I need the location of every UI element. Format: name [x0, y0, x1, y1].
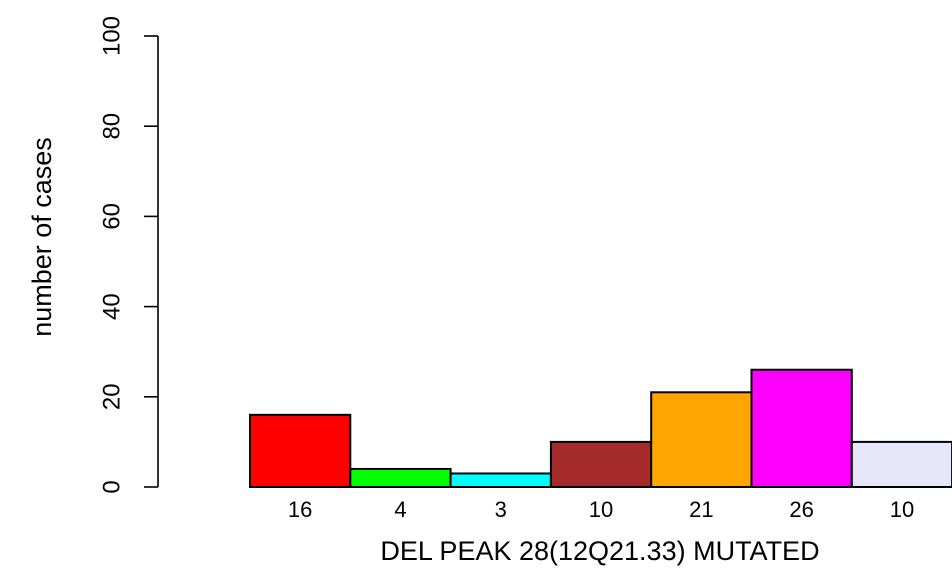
y-tick-label: 40	[99, 293, 126, 320]
y-ticks: 0 20 40 60 80 100	[99, 16, 158, 494]
bar	[249, 413, 352, 488]
bar-value-label: 3	[495, 497, 507, 522]
y-tick-label: 80	[99, 113, 126, 140]
y-tick-label: 100	[99, 16, 126, 56]
bar-value-label: 26	[789, 497, 813, 522]
bar	[650, 391, 753, 489]
bar	[549, 440, 653, 488]
bar-labels: 16 4 3 10 21 26 10	[288, 497, 914, 522]
y-tick-label: 60	[99, 203, 126, 230]
y-tick-label: 0	[99, 480, 126, 493]
y-axis: 0 20 40 60 80 100	[99, 16, 159, 494]
bars	[249, 368, 952, 489]
bar	[349, 467, 452, 488]
bar	[850, 440, 952, 488]
bar-value-label: 10	[589, 497, 613, 522]
bar-value-label: 4	[394, 497, 406, 522]
y-tick-label: 20	[99, 383, 126, 410]
bar	[750, 368, 853, 488]
y-axis-title: number of cases	[27, 137, 57, 337]
bar-value-label: 16	[288, 497, 312, 522]
x-axis-title: DEL PEAK 28(12Q21.33) MUTATED	[380, 536, 819, 566]
bar-value-label: 10	[890, 497, 914, 522]
bar	[449, 472, 552, 489]
bar-value-label: 21	[689, 497, 713, 522]
